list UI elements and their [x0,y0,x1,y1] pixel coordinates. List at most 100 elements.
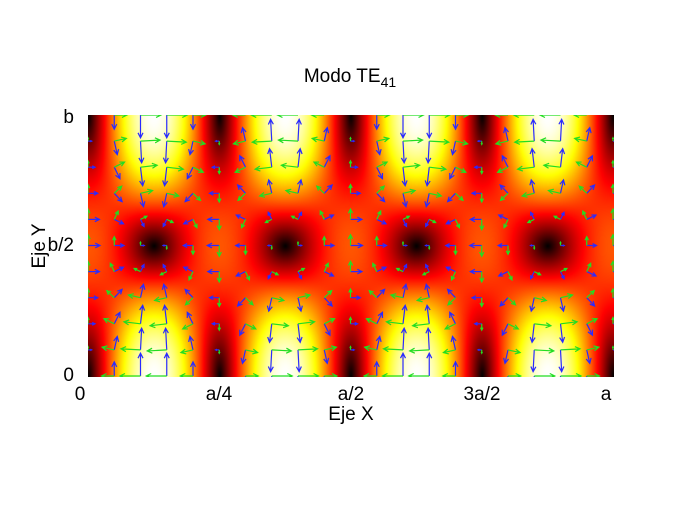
blue-field-arrow [376,243,388,248]
green-field-arrow [100,345,115,352]
green-field-arrow [192,219,198,229]
green-field-arrow [582,209,588,220]
green-field-arrow [166,192,181,198]
green-field-arrow [611,345,614,350]
blue-field-arrow [530,211,535,220]
green-field-arrow [505,245,511,256]
green-field-arrow [249,115,272,119]
blue-field-arrow [350,242,364,249]
green-field-arrow [280,162,299,169]
green-field-arrow [508,372,523,377]
green-field-arrow [441,372,456,377]
green-field-arrow [348,316,353,324]
green-field-arrow [102,318,115,325]
blue-field-arrow [559,147,566,168]
blue-field-arrow [529,178,536,194]
green-field-arrow [534,322,553,329]
green-field-arrow [376,161,389,168]
blue-field-arrow [210,321,220,326]
green-field-arrow [453,245,458,256]
blue-field-arrow [424,244,430,247]
green-field-arrow [190,245,196,256]
blue-field-arrow [449,166,457,180]
blue-field-arrow [111,115,118,131]
blue-field-arrow [162,326,169,350]
blue-field-arrow [139,263,145,272]
blue-field-arrow [113,288,124,299]
blue-field-arrow [376,266,388,273]
green-field-arrow [217,323,222,332]
green-field-arrow [216,271,222,284]
green-field-arrow [105,289,115,299]
blue-field-arrow [236,297,246,307]
green-field-arrow [444,323,456,330]
green-field-arrow [321,235,327,246]
green-field-arrow [560,372,583,377]
green-field-arrow [407,372,430,377]
green-field-arrow [271,271,280,276]
blue-field-arrow [376,192,386,203]
green-field-arrow [402,215,411,220]
blue-field-arrow [613,349,614,351]
blue-field-arrow [473,165,482,170]
green-field-arrow [401,240,405,246]
green-field-arrow [113,209,119,220]
blue-field-arrow [137,351,144,376]
green-field-arrow [245,372,260,377]
green-field-arrow [144,372,167,377]
blue-field-arrow [499,297,509,307]
green-field-arrow [610,207,614,220]
blue-field-arrow [350,321,359,326]
green-field-arrow [560,267,569,273]
blue-field-arrow [240,349,247,365]
green-field-arrow [428,245,431,251]
green-field-arrow [402,137,424,144]
green-field-arrow [216,219,222,232]
green-field-arrow [132,267,141,273]
blue-field-arrow [162,167,169,187]
blue-field-arrow [297,297,303,313]
blue-field-arrow [586,154,594,168]
green-field-arrow [611,316,614,324]
blue-field-arrow [235,271,246,277]
green-field-arrow [376,136,391,143]
blue-field-arrow [162,219,168,228]
green-field-arrow [218,349,221,355]
blue-field-arrow [267,271,273,280]
blue-field-arrow [139,193,146,209]
blue-field-arrow [161,193,168,209]
green-field-arrow [381,372,403,377]
green-field-arrow [507,271,513,282]
green-field-arrow [348,159,353,168]
green-field-arrow [368,289,378,299]
green-field-arrow [319,209,325,220]
green-field-arrow [153,296,167,303]
green-field-arrow [578,185,588,194]
green-field-arrow [323,262,329,272]
green-field-arrow [139,240,142,246]
y-tick-label: b [63,107,74,128]
green-field-arrow [276,115,298,119]
blue-field-arrow [559,271,565,280]
blue-field-arrow [88,268,101,275]
blue-field-arrow [267,118,274,142]
blue-field-arrow [586,214,598,220]
blue-field-arrow [559,178,566,194]
green-field-arrow [610,259,614,272]
green-field-arrow [250,138,272,145]
green-field-arrow [586,372,601,377]
blue-field-arrow [208,190,220,196]
blue-field-arrow [184,288,194,299]
blue-field-arrow [425,141,432,165]
blue-field-arrow [529,323,536,344]
green-field-arrow [402,188,417,195]
blue-field-arrow [186,166,194,180]
green-field-arrow [88,136,90,142]
green-field-arrow [216,245,222,258]
blue-field-arrow [137,115,144,140]
blue-field-arrow [205,242,220,249]
green-field-arrow [455,166,467,173]
blue-field-arrow [450,335,457,351]
green-field-arrow [347,259,354,272]
